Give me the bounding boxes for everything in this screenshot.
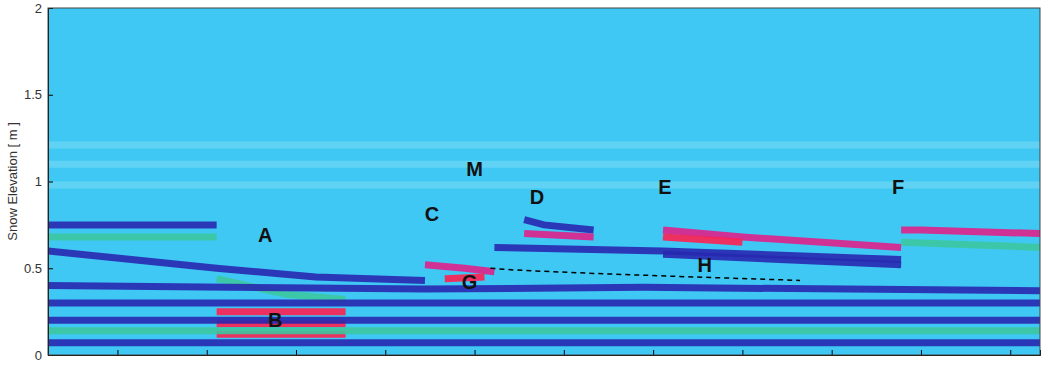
series-group xyxy=(48,145,1040,343)
x-tick xyxy=(564,350,565,355)
reflector-line xyxy=(48,299,1040,306)
y-tick-label: 2 xyxy=(35,1,42,16)
x-tick-mark xyxy=(742,350,743,355)
annotation: F xyxy=(892,176,904,198)
x-tick xyxy=(653,350,654,355)
chart: 0 0.5 1 1.5 2 A B C M D E F G H Snow Elevation [ m ] xyxy=(0,0,1048,365)
y-tick: 1.5 xyxy=(24,87,53,102)
reflector-line xyxy=(524,234,593,237)
reflector-line xyxy=(48,221,217,228)
x-tick-mark xyxy=(653,350,654,355)
y-tick-label: 1.5 xyxy=(24,87,42,102)
annotation: H xyxy=(697,254,711,276)
annotation: D xyxy=(530,186,544,208)
reflector-line xyxy=(48,251,425,280)
reflector-line xyxy=(663,230,901,247)
annotation: E xyxy=(658,176,671,198)
reflector-line xyxy=(524,220,593,230)
y-tick: 0.5 xyxy=(24,261,53,276)
annotation: A xyxy=(258,224,272,246)
x-tick-mark xyxy=(564,350,565,355)
x-tick-mark xyxy=(385,350,386,355)
y-tick-mark xyxy=(48,182,53,183)
reflector-line xyxy=(901,230,1040,233)
x-tick xyxy=(1010,350,1011,355)
reflector-line xyxy=(663,237,742,242)
reflector-line xyxy=(901,242,1040,247)
reflector-line xyxy=(48,142,1040,149)
y-tick-label: 0.5 xyxy=(24,261,42,276)
y-tick: 1 xyxy=(35,174,53,189)
x-tick-mark xyxy=(921,350,922,355)
x-tick xyxy=(117,350,118,355)
dashed-horizon xyxy=(490,268,800,280)
x-tick-mark xyxy=(117,350,118,355)
annotation: C xyxy=(425,203,439,225)
annotation: M xyxy=(466,158,483,180)
x-tick xyxy=(832,350,833,355)
y-tick-label: 0 xyxy=(35,348,42,363)
y-axis: 0 0.5 1 1.5 2 xyxy=(24,1,53,363)
annotation: B xyxy=(268,309,282,331)
x-tick-mark xyxy=(296,350,297,355)
y-tick-label: 1 xyxy=(35,174,42,189)
x-tick xyxy=(742,350,743,355)
plot: 0 0.5 1 1.5 2 A B C M D E F G H xyxy=(24,1,1041,363)
y-tick-mark xyxy=(48,268,53,269)
reflector-line xyxy=(48,234,217,241)
x-tick-mark xyxy=(475,350,476,355)
x-tick xyxy=(296,350,297,355)
y-axis-line xyxy=(49,9,54,356)
reflector-line xyxy=(48,317,1040,324)
x-tick xyxy=(475,350,476,355)
y-tick-mark xyxy=(48,95,53,96)
x-tick-mark xyxy=(207,350,208,355)
reflector-line xyxy=(48,339,1040,346)
x-tick xyxy=(921,350,922,355)
plot-frame xyxy=(48,8,1040,355)
x-tick xyxy=(385,350,386,355)
y-axis-title: Snow Elevation [ m ] xyxy=(5,122,20,241)
reflector-line xyxy=(48,286,1040,291)
x-tick-mark xyxy=(1010,350,1011,355)
plot-background xyxy=(48,8,1040,355)
reflector-line xyxy=(48,327,1040,334)
reflector-line xyxy=(48,161,1040,168)
x-tick xyxy=(207,350,208,355)
reflector-line xyxy=(425,265,494,272)
annotation: G xyxy=(462,271,478,293)
x-tick-mark xyxy=(832,350,833,355)
